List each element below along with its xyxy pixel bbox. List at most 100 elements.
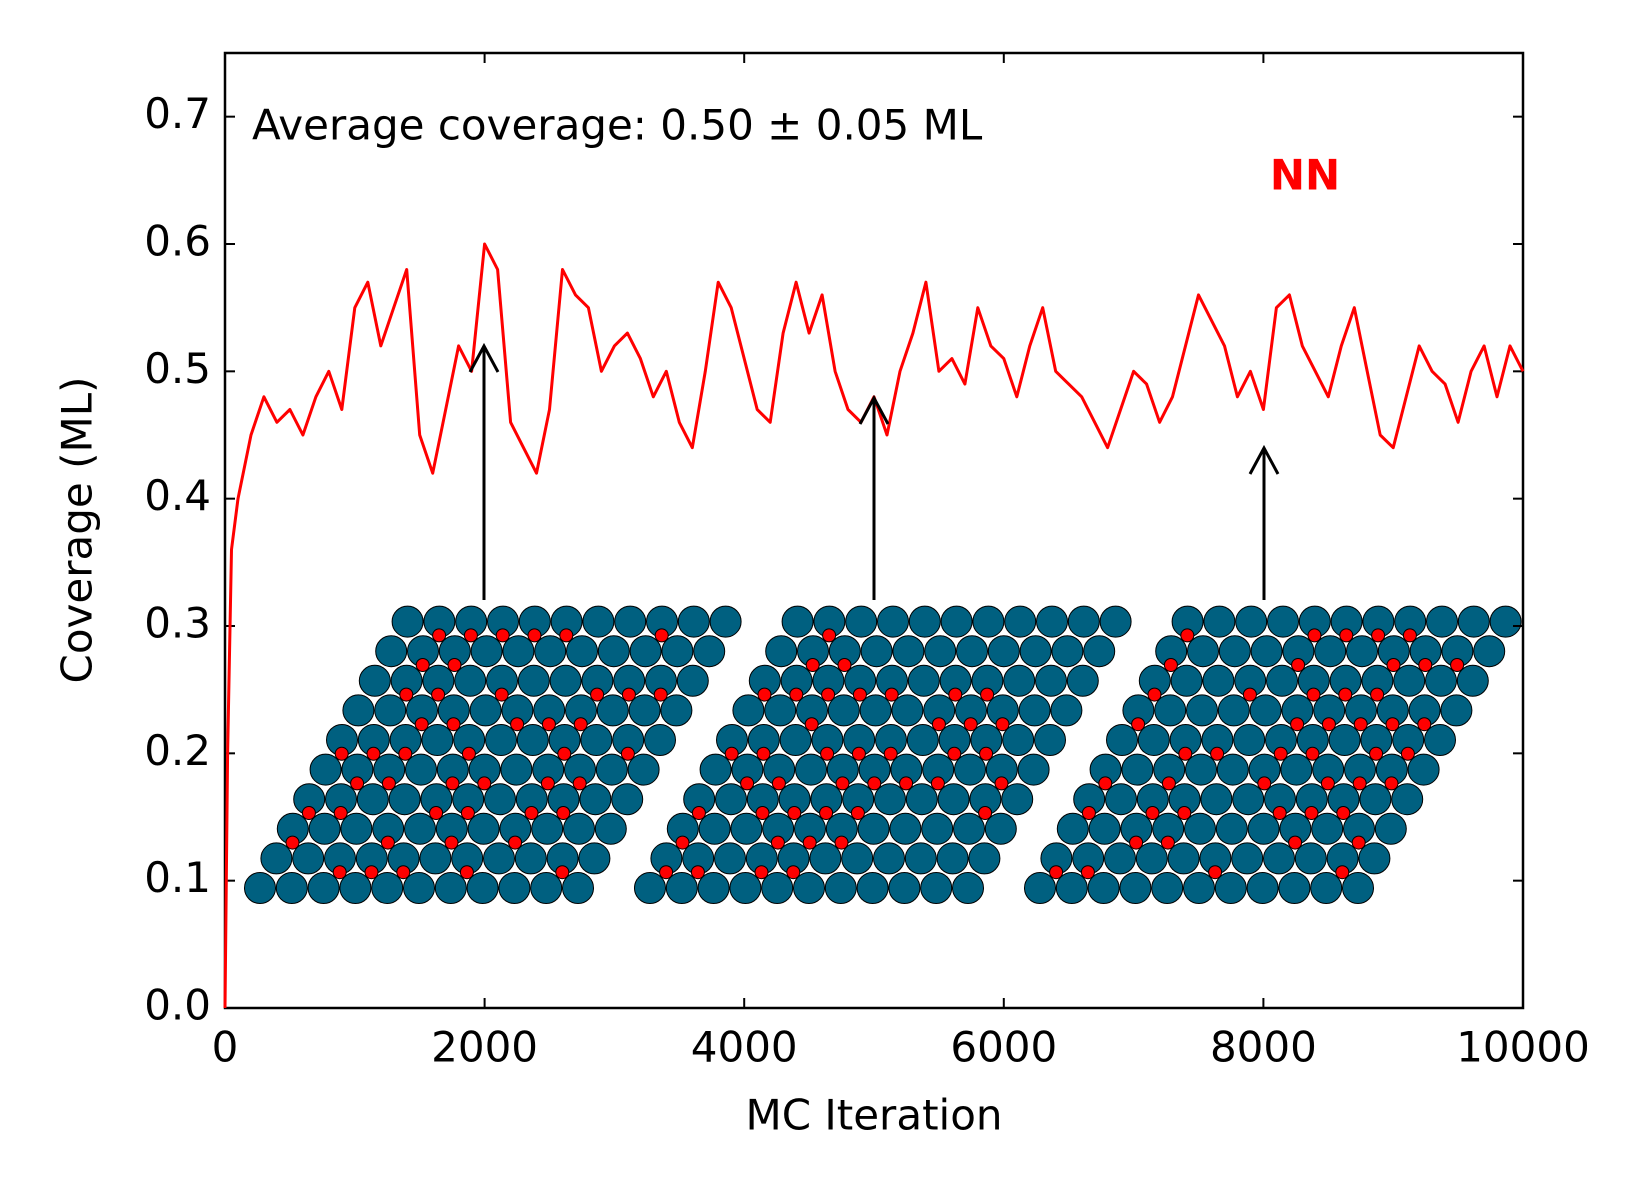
atom [1278,872,1311,904]
atom [1328,724,1361,756]
adsorbate [1306,687,1321,702]
atom [1374,812,1407,845]
atom [470,635,503,668]
atom [1083,635,1116,668]
atom [698,812,731,845]
adsorbate [1304,806,1319,820]
y-tick-label: 0.6 [144,217,211,266]
atom [434,872,467,904]
adsorbate [620,746,635,761]
atom [1034,724,1066,756]
adsorbate [852,687,867,702]
atom [1099,605,1132,638]
adsorbate [495,628,510,643]
atom [1067,605,1100,638]
adsorbate [757,687,772,702]
adsorbate [1336,806,1351,820]
series-label: NN [1270,151,1340,200]
atom [549,664,582,697]
adsorbate [461,746,476,761]
adsorbate [1400,746,1415,761]
atom [954,753,986,786]
atom [661,635,694,668]
atom [889,812,922,845]
x-tick-label: 6000 [950,1023,1057,1072]
adsorbate [659,865,674,880]
adsorbate [381,776,396,791]
atom [888,872,921,904]
adsorbate [1370,687,1385,702]
adsorbate [508,835,523,850]
adsorbate [540,776,555,791]
atom [1342,872,1374,904]
atom [1088,812,1121,845]
y-tick-label: 0.3 [144,599,211,648]
atom [1051,635,1084,668]
adsorbate [930,776,945,791]
atom [421,724,454,756]
adsorbate [446,717,461,732]
y-tick-label: 0.5 [144,344,211,393]
adsorbate [820,746,835,761]
adsorbate [459,865,474,880]
adsorbate [572,776,587,791]
atom [531,812,564,845]
adsorbate [447,658,462,672]
adsorbate [948,687,963,702]
atom [1154,694,1187,727]
adsorbate [1257,776,1272,791]
atom [1232,783,1265,816]
adsorbate [510,717,525,732]
atom [562,872,594,904]
atom [1137,724,1170,756]
atom [1056,812,1089,845]
adsorbate [556,806,571,820]
atom [904,842,937,875]
atom [1001,783,1034,816]
adsorbate [1273,746,1288,761]
atom [1457,605,1490,638]
atom [809,842,842,875]
adsorbate [590,687,605,702]
atom [629,635,662,668]
adsorbate [559,628,574,643]
x-tick-label: 0 [212,1023,239,1072]
adsorbate [1417,717,1432,732]
arrows [468,342,1280,600]
atom [1358,842,1391,875]
atom [275,872,308,904]
adsorbate [1178,746,1193,761]
atom [1066,664,1099,697]
atom [660,694,693,727]
adsorbate [1338,687,1353,702]
atom [307,872,340,904]
atom [827,694,860,727]
atom [968,842,1001,875]
adsorbate [445,776,460,791]
atom [1218,635,1251,668]
atom [595,753,628,786]
adsorbate [1242,687,1257,702]
atom [388,783,421,816]
atom [824,872,857,904]
adsorbate [463,628,478,643]
atom [936,842,969,875]
atom [516,724,549,756]
adsorbate [754,865,769,880]
atom [1215,812,1248,845]
adsorbate [301,806,316,820]
atom [1183,872,1215,904]
atom [987,635,1020,668]
atom [454,664,487,697]
atom [500,753,533,786]
adsorbate [1305,746,1320,761]
atom [644,724,676,756]
adsorbate [1450,658,1465,672]
atom [1024,872,1056,904]
adsorbate [740,776,755,791]
atom [1456,664,1489,697]
atom [841,842,874,875]
adsorbate [1208,865,1223,880]
atom [566,635,598,668]
adsorbate [851,746,866,761]
